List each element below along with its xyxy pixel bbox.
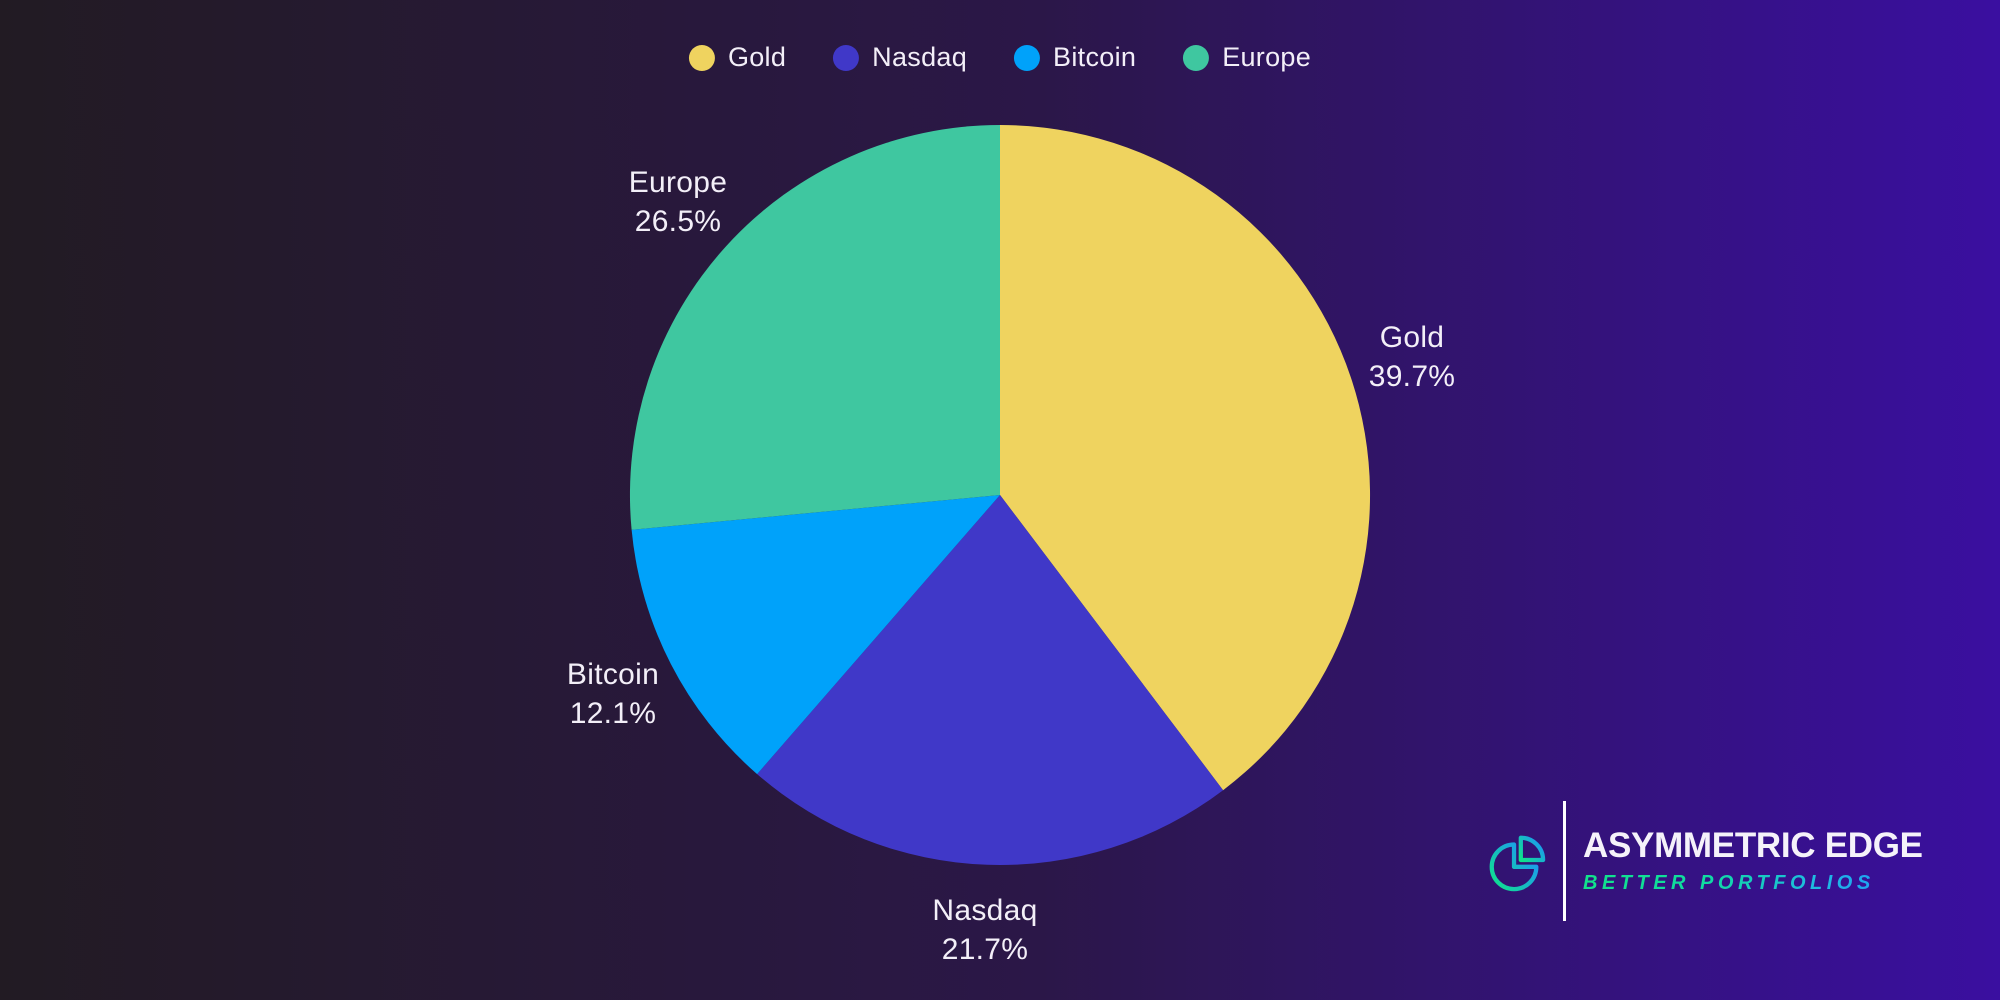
legend-item-europe: Europe bbox=[1183, 44, 1311, 71]
legend-item-gold: Gold bbox=[688, 42, 787, 72]
legend-item-nasdaq: Nasdaq bbox=[833, 44, 967, 71]
slice-label-value: 26.5% bbox=[634, 205, 722, 238]
legend-swatch-bitcoin bbox=[1014, 44, 1041, 71]
pie-slice-gold bbox=[1000, 124, 1371, 791]
slice-label-name: Bitcoin bbox=[566, 658, 660, 691]
slice-label-name: Gold bbox=[1379, 321, 1445, 354]
brand-lockup: ASYMMETRIC EDGE BETTER PORTFOLIOS bbox=[1484, 798, 1923, 924]
pie-slice-europe bbox=[629, 124, 1000, 530]
brand-divider bbox=[1563, 801, 1566, 921]
slice-label-name: Nasdaq bbox=[932, 894, 1038, 927]
legend-label-bitcoin: Bitcoin bbox=[1053, 42, 1137, 72]
brand-text-block: ASYMMETRIC EDGE BETTER PORTFOLIOS bbox=[1583, 825, 1923, 896]
slice-label-gold: Gold 39.7% bbox=[1369, 318, 1456, 396]
legend-swatch-nasdaq bbox=[833, 44, 860, 71]
legend-label-europe: Europe bbox=[1222, 42, 1312, 72]
brand-tagline: BETTER PORTFOLIOS bbox=[1583, 872, 1923, 895]
legend-swatch-gold bbox=[688, 44, 715, 71]
legend-swatch-europe bbox=[1183, 44, 1210, 71]
pie-slice-nasdaq bbox=[757, 495, 1224, 866]
legend-label-nasdaq: Nasdaq bbox=[872, 42, 968, 72]
slice-label-value: 39.7% bbox=[1368, 360, 1456, 393]
brand-name: ASYMMETRIC EDGE bbox=[1583, 825, 1923, 865]
legend-label-gold: Gold bbox=[727, 42, 787, 72]
slice-label-name: Europe bbox=[628, 166, 728, 199]
slice-label-europe: Europe 26.5% bbox=[629, 163, 728, 241]
chart-legend: Gold Nasdaq Bitcoin Europe bbox=[688, 42, 1311, 72]
slice-label-nasdaq: Nasdaq 21.7% bbox=[932, 891, 1037, 969]
pie-slice-bitcoin bbox=[631, 495, 1000, 775]
slice-label-value: 21.7% bbox=[941, 933, 1029, 966]
legend-item-bitcoin: Bitcoin bbox=[1014, 44, 1136, 71]
pie-chart-logo-icon bbox=[1489, 835, 1546, 892]
slice-label-bitcoin: Bitcoin 12.1% bbox=[567, 655, 659, 733]
slice-label-value: 12.1% bbox=[569, 697, 657, 730]
